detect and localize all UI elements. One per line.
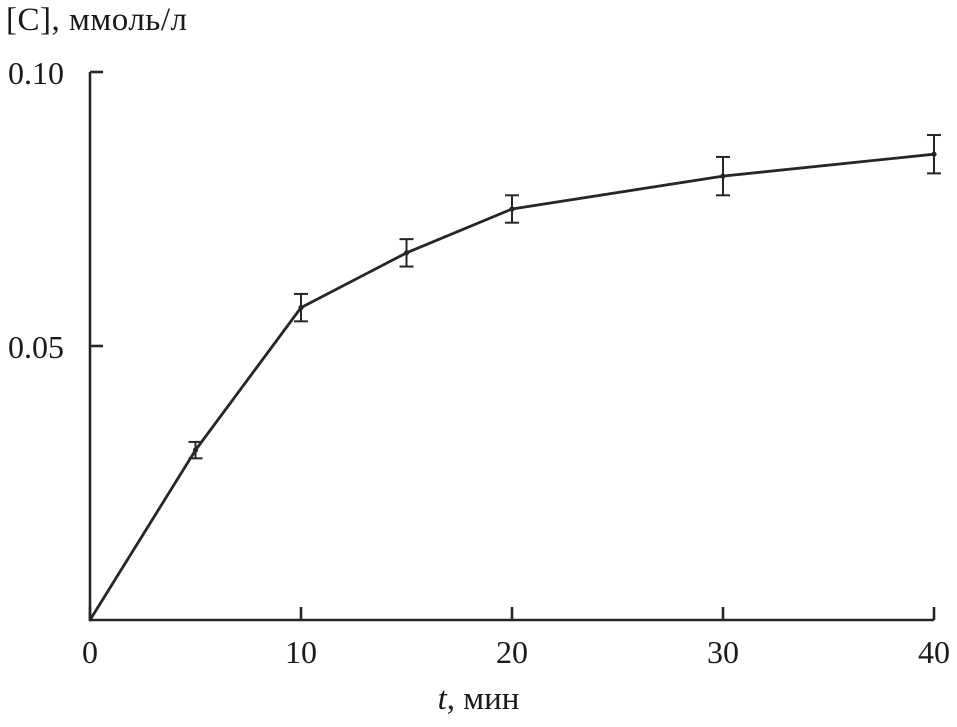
x-axis-title: t, мин	[0, 681, 957, 718]
x-tick-label: 10	[285, 634, 317, 670]
y-axis-title: [C], ммоль/л	[6, 2, 188, 38]
x-tick-label: 30	[707, 634, 739, 670]
x-tick-label: 0	[82, 634, 98, 670]
x-axis-title-unit: , мин	[446, 681, 520, 717]
y-tick-label: 0.10	[8, 55, 64, 91]
y-tick-label: 0.05	[8, 329, 64, 365]
x-axis-title-variable: t	[437, 681, 447, 717]
x-tick-label: 40	[918, 634, 950, 670]
x-tick-label: 20	[496, 634, 528, 670]
